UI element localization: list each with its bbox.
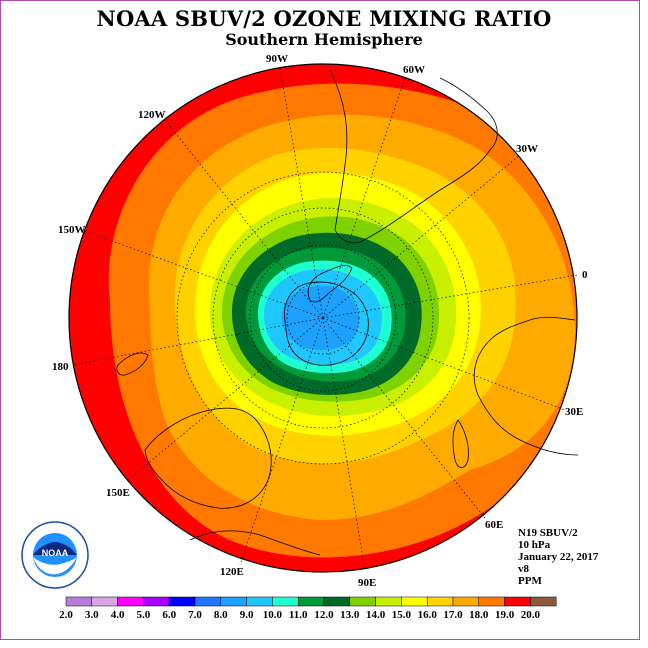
colorbar-label: 14.0 [366, 609, 386, 621]
colorbar-swatch [323, 596, 351, 607]
colorbar-label: 19.0 [495, 609, 515, 621]
colorbar-swatch [65, 596, 93, 607]
meridian [239, 317, 324, 566]
colorbar-swatches [65, 596, 557, 607]
lon-label-30e: 30E [565, 406, 583, 418]
antarctica-coast [284, 281, 369, 366]
colorbar-swatch [117, 596, 144, 607]
lon-label-150e: 150E [106, 487, 130, 499]
colorbar-label: 6.0 [162, 609, 176, 621]
colorbar-swatch [297, 596, 325, 607]
colorbar-label: 7.0 [188, 609, 202, 621]
figure-frame [0, 0, 640, 640]
lon-label-90w: 90W [266, 53, 288, 65]
lon-label-150w: 150W [58, 224, 86, 236]
meridian [322, 317, 566, 411]
noaa-logo: NOAA [21, 521, 89, 589]
coastlines [116, 69, 579, 556]
colorbar-label: 20.0 [521, 609, 541, 621]
colorbar-label: 17.0 [443, 609, 463, 621]
colorbar-label: 8.0 [214, 609, 228, 621]
colorbar-swatch [194, 596, 222, 607]
colorbar-swatch [91, 596, 118, 607]
longitude-labels: 90W 60W 30W 0 30E 60E 90E 120E 150E 180 … [52, 53, 588, 589]
meridian [81, 229, 324, 319]
colorbar-swatch [452, 596, 480, 607]
colorbar-swatch [246, 596, 273, 607]
meridian [71, 317, 324, 366]
colorbar-label: 16.0 [418, 609, 438, 621]
logo-text: NOAA [42, 548, 69, 558]
meridian [322, 154, 521, 319]
globe-outline [68, 63, 578, 573]
field-blue [282, 285, 359, 351]
colorbar-label: 11.0 [289, 609, 308, 621]
lon-label-60e: 60E [485, 519, 503, 531]
colorbar-swatch [478, 596, 505, 607]
colorbar-label: 13.0 [340, 609, 360, 621]
map-subtitle: Southern Hemisphere [225, 30, 423, 49]
australia-coast [144, 407, 272, 509]
colorbar-label: 3.0 [85, 609, 99, 621]
colorbar-label: 12.0 [314, 609, 334, 621]
colorbar-swatch [168, 596, 196, 607]
colorbar-label: 10.0 [263, 609, 283, 621]
colorbar-label: 9.0 [240, 609, 254, 621]
colorbar-label: 2.0 [59, 609, 73, 621]
lon-label-180: 180 [52, 361, 69, 373]
colorbar-label: 4.0 [111, 609, 125, 621]
lon-label-120e: 120E [220, 566, 244, 578]
colorbar-swatch [401, 596, 428, 607]
info-date: January 22, 2017 [518, 551, 599, 563]
colorbar-swatch [220, 596, 247, 607]
info-block: N19 SBUV/2 10 hPa January 22, 2017 v8 PP… [518, 527, 598, 587]
colorbar-swatch [530, 596, 557, 607]
colorbar-swatch [349, 596, 376, 607]
antarctic-peninsula [307, 265, 353, 303]
colorbar-swatch [143, 596, 170, 607]
lon-label-90e: 90E [358, 577, 376, 589]
info-level: 10 hPa [518, 539, 551, 551]
latitude-circle [249, 244, 397, 392]
madagascar [452, 419, 469, 468]
lon-label-60w: 60W [403, 64, 425, 76]
lon-label-30w: 30W [516, 143, 538, 155]
south-america-coast [329, 69, 498, 244]
colorbar-swatch [426, 596, 454, 607]
africa-coast [473, 316, 579, 456]
meridian [322, 317, 486, 519]
info-version: v8 [518, 563, 529, 575]
meridian [322, 317, 366, 571]
colorbar-swatch [375, 596, 402, 607]
colorbar-label: 5.0 [137, 609, 151, 621]
info-units: PPM [518, 575, 542, 587]
lon-label-0: 0 [582, 269, 588, 281]
info-satellite: N19 SBUV/2 [518, 527, 578, 539]
colorbar-swatch [504, 596, 531, 607]
colorbar-label: 18.0 [469, 609, 489, 621]
latitude-circle [176, 171, 470, 465]
colorbar-label: 15.0 [392, 609, 412, 621]
colorbar-swatch [272, 596, 299, 607]
new-zealand [116, 352, 149, 376]
indonesia-coast [189, 530, 321, 556]
meridian [322, 274, 579, 319]
latitude-circle [212, 207, 434, 429]
graticule [71, 67, 579, 571]
colorbar-labels: 2.0 3.0 4.0 5.0 6.0 7.0 8.0 9.0 10.0 11.0 12.0 13.0… [59, 609, 540, 621]
lon-label-120w: 120W [138, 109, 166, 121]
map-title: NOAA SBUV/2 OZONE MIXING RATIO [96, 6, 552, 31]
